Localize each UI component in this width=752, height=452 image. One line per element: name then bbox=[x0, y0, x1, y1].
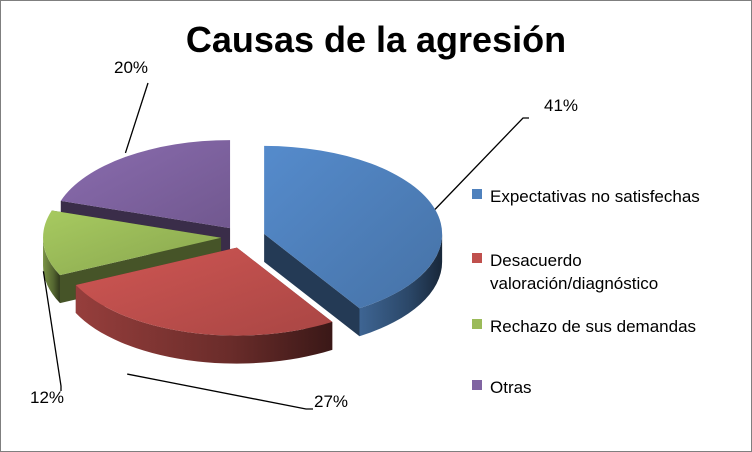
pie-slice-0 bbox=[264, 145, 443, 337]
legend-item-3: Otras bbox=[472, 378, 532, 397]
legend-label-0: Expectativas no satisfechas bbox=[490, 187, 700, 206]
data-label-text-2: 12% bbox=[30, 388, 64, 407]
legend-swatch-1 bbox=[472, 253, 482, 263]
legend-item-0: Expectativas no satisfechas bbox=[472, 187, 700, 206]
legend-swatch-0 bbox=[472, 189, 482, 199]
data-label-2: 12% bbox=[30, 271, 64, 407]
data-label-3: 20% bbox=[114, 58, 149, 154]
legend-item-1: Desacuerdo valoración/diagnóstico bbox=[472, 251, 658, 293]
chart-title: Causas de la agresión bbox=[185, 19, 567, 60]
data-label-text-1: 27% bbox=[314, 392, 348, 411]
legend-label-3: Otras bbox=[490, 378, 532, 397]
data-label-1: 27% bbox=[127, 373, 348, 411]
legend-item-2: Rechazo de sus demandas bbox=[472, 317, 696, 336]
legend-swatch-3 bbox=[472, 380, 482, 390]
data-label-text-0: 41% bbox=[544, 96, 578, 115]
legend-label-1: Desacuerdo bbox=[490, 251, 582, 270]
legend-label-1: valoración/diagnóstico bbox=[490, 274, 658, 293]
legend-label-2: Rechazo de sus demandas bbox=[490, 317, 696, 336]
legend: Expectativas no satisfechas Desacuerdo val… bbox=[472, 187, 700, 397]
legend-swatch-2 bbox=[472, 319, 482, 329]
pie-slice-1 bbox=[75, 247, 333, 364]
data-label-0: 41% bbox=[434, 96, 578, 210]
data-label-text-3: 20% bbox=[114, 58, 148, 77]
